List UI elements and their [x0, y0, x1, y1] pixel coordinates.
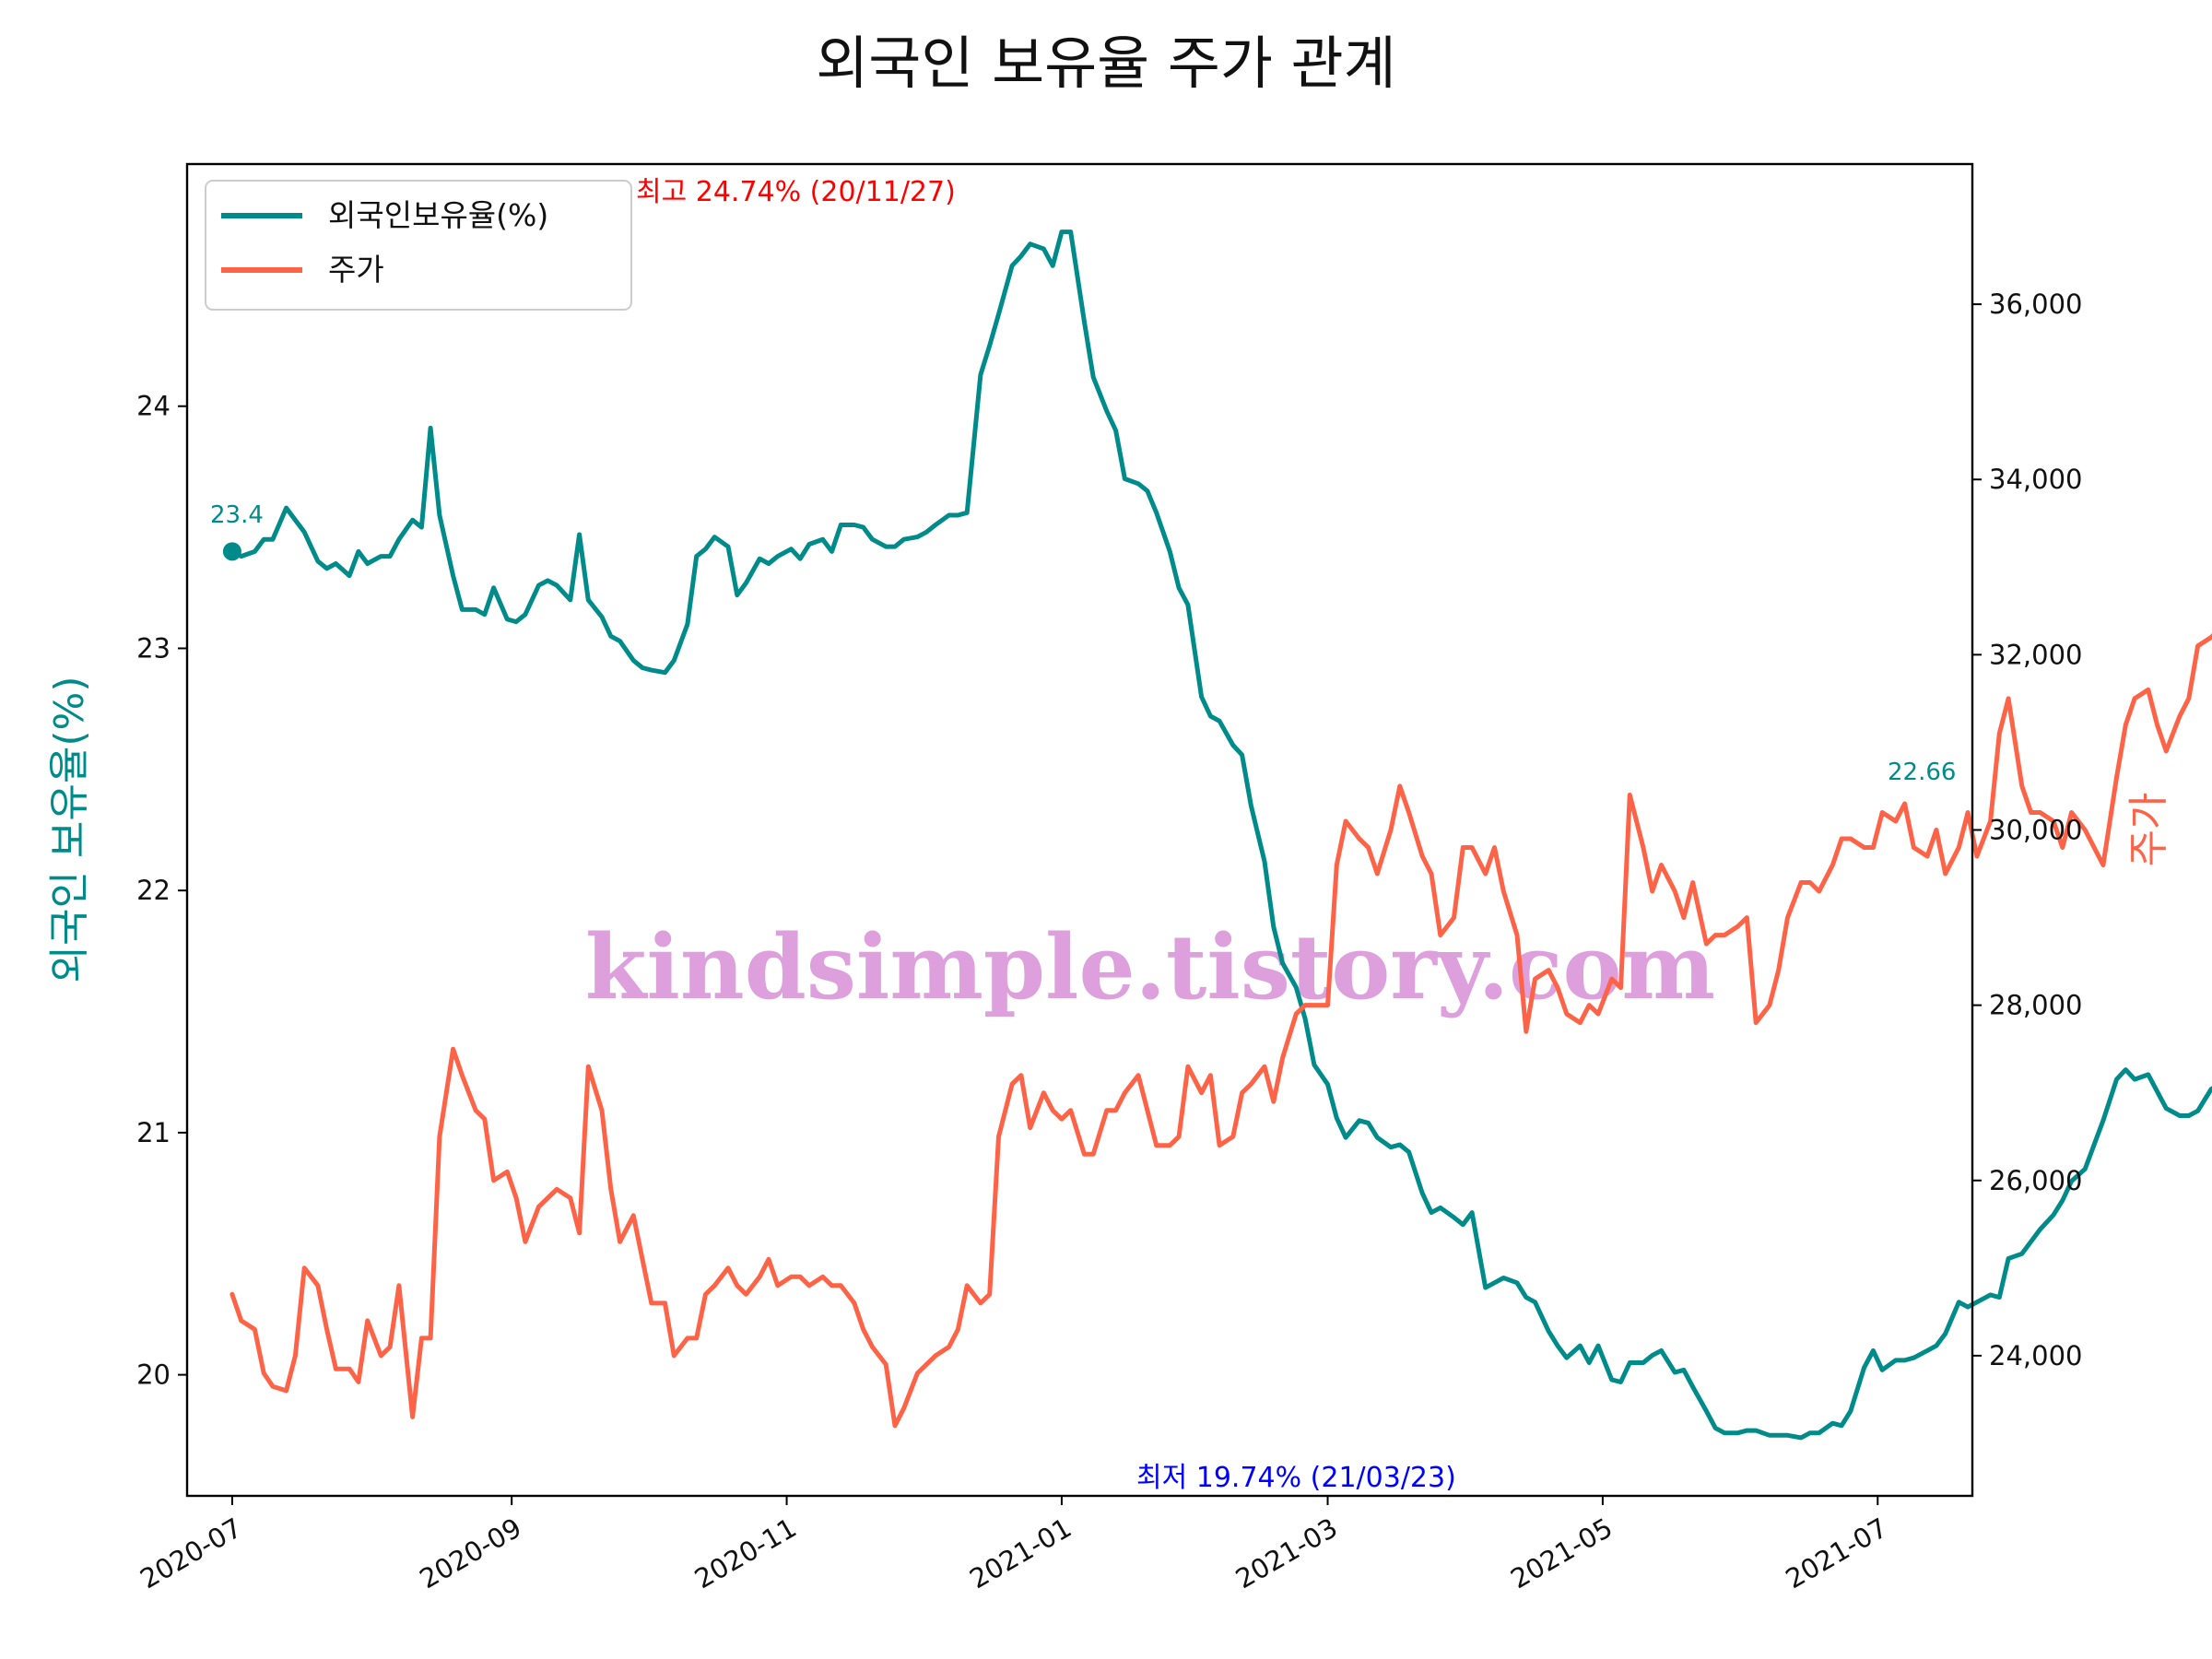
y2-tick-label: 30,000: [1989, 815, 2082, 846]
series-foreign-ratio: [222, 229, 2212, 1441]
watermark: kindsimple.tistory.com: [585, 915, 1715, 1019]
x-axis: 2020-07 2020-09 2020-11 2021-01 2021-03 2021-…: [135, 1496, 1893, 1594]
y-axis-left-label: 외국인 보유율(%): [46, 676, 93, 982]
plot-background: [187, 164, 1972, 1496]
series-stock-price: [229, 633, 2212, 1429]
y2-tick-label: 24,000: [1989, 1340, 2082, 1371]
y-axis-right: 24,000 26,000 28,000 30,000 32,000 34,000 36,0…: [1972, 288, 2082, 1371]
legend: 외국인보유율(%) 주가: [205, 180, 632, 311]
y-tick-label: 24: [136, 391, 171, 422]
max-annotation: 최고 24.74% (20/11/27): [636, 176, 956, 208]
y-tick-label: 23: [136, 632, 171, 664]
y-tick-label: 20: [136, 1359, 171, 1391]
legend-box: [205, 180, 632, 311]
legend-label-foreign: 외국인보유율(%): [328, 197, 548, 233]
legend-label-price: 주가: [328, 252, 384, 288]
y2-tick-label: 26,000: [1989, 1165, 2082, 1196]
x-tick-label: 2021-05: [1505, 1512, 1618, 1594]
y2-tick-label: 32,000: [1989, 639, 2082, 670]
start-value-label: 23.4: [210, 501, 264, 529]
min-annotation: 최저 19.74% (21/03/23): [1136, 1462, 1456, 1494]
x-tick-label: 2021-03: [1230, 1512, 1343, 1594]
start-point-marker: [222, 542, 241, 561]
x-tick-label: 2021-07: [1781, 1512, 1893, 1594]
y-tick-label: 21: [136, 1117, 171, 1148]
watermark-text: kindsimple.tistory.com: [585, 915, 1715, 1019]
x-tick-label: 2020-11: [689, 1512, 802, 1594]
y-axis-left: 20 21 22 23 24: [136, 391, 187, 1391]
y2-tick-label: 36,000: [1989, 288, 2082, 320]
chart-title: 외국인 보유율 주가 관계: [816, 29, 1396, 97]
x-tick-label: 2020-07: [135, 1512, 247, 1594]
y-axis-right-label: 주가: [2125, 793, 2172, 867]
x-tick-label: 2021-01: [964, 1512, 1077, 1594]
foreign-ratio-line: [229, 229, 2212, 1441]
price-line: [229, 633, 2212, 1429]
y-tick-label: 22: [136, 875, 171, 906]
y2-tick-label: 34,000: [1989, 464, 2082, 495]
y2-tick-label: 28,000: [1989, 990, 2082, 1021]
x-tick-label: 2020-09: [415, 1512, 527, 1594]
end-value-label: 22.66: [1888, 759, 1956, 786]
annotations: 23.4 22.66 최고 24.74% (20/11/27) 최저 19.74…: [210, 176, 1956, 1494]
